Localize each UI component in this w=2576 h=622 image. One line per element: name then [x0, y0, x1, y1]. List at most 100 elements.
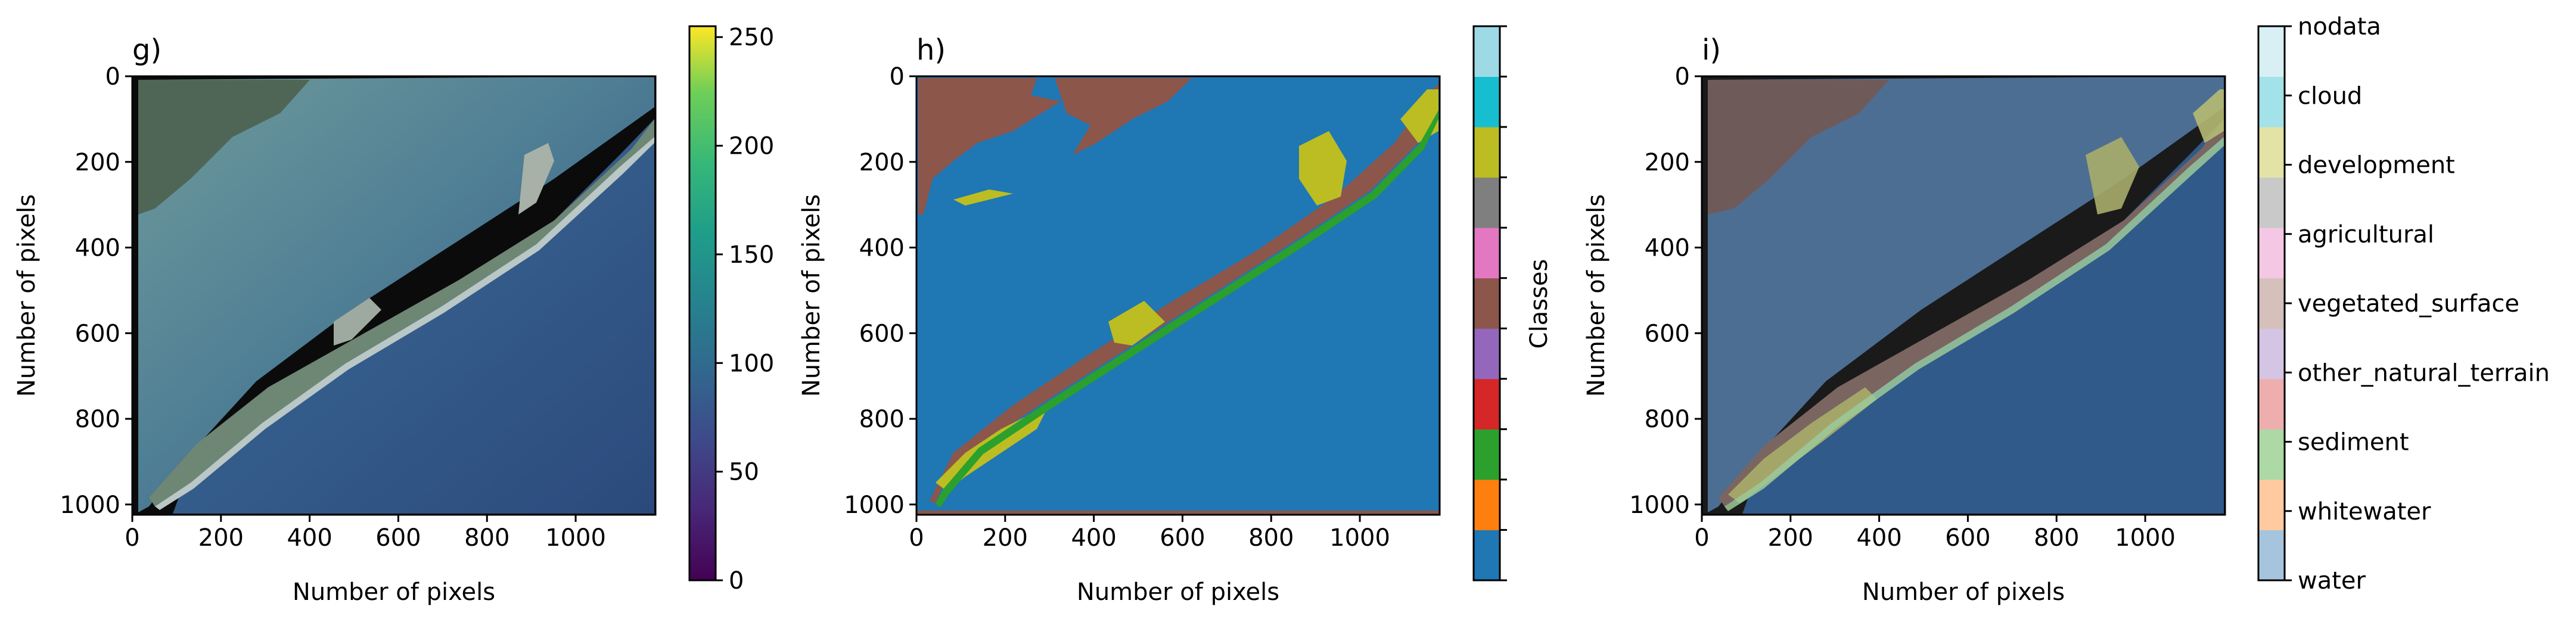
panel-i-xtick-label: 0: [1694, 524, 1709, 552]
panel-g-colorbar-tick-label: 200: [729, 133, 774, 160]
panel-i-ocean: [1742, 119, 2224, 514]
panel-g-ytick-label: 1000: [60, 492, 120, 519]
panel-h-north-land-2: [1055, 78, 1192, 155]
panel-h-frame: [915, 75, 1441, 516]
panel-i-development-3: [2193, 89, 2224, 143]
panel-h-north-land: [918, 78, 1061, 214]
panel-h-colorbar-frame: [1472, 25, 1501, 581]
panel-h-xtick-label: 0: [909, 524, 924, 552]
panel-i-ytick-label: 400: [1645, 235, 1690, 262]
panel-i-ytick-label: 1000: [1629, 492, 1690, 519]
panel-h-colorbar-segment: [1474, 127, 1500, 178]
panel-g-colorbar-tick-label: 100: [729, 350, 774, 377]
panel-i-class-label-whitewater: whitewater: [2298, 498, 2431, 525]
panel-i-colorbar-segment: [2258, 328, 2285, 380]
panel-i-class-label-development: development: [2298, 152, 2455, 179]
panel-h-ytick-label: 0: [890, 63, 905, 91]
panel-h-nodata-edge: [916, 511, 1440, 515]
panel-i-class-label-other_natural_terrain: other_natural_terrain: [2298, 359, 2550, 387]
panel-g-colorbar-tick-label: 250: [729, 24, 774, 51]
panel-h-development-2: [1108, 301, 1165, 346]
panel-i-xtick-label: 400: [1856, 524, 1901, 552]
panel-g-ytick-label: 800: [75, 406, 120, 433]
panel-i-colorbar-segment: [2258, 228, 2285, 279]
panel-i-class-label-sediment: sediment: [2298, 429, 2409, 456]
panel-i-label: i): [1702, 33, 1721, 67]
panel-i-colorbar-segment: [2258, 479, 2285, 530]
panel-g-xtick-label: 200: [198, 524, 244, 552]
panel-h-ylabel: Number of pixels: [798, 194, 825, 397]
panel-h-colorbar-segment: [1474, 177, 1500, 228]
panel-g-ylabel: Number of pixels: [13, 194, 41, 397]
panel-h-ytick-label: 800: [859, 406, 905, 433]
panel-i-colorbar-segment: [2258, 127, 2285, 178]
panel-h-colorbar-segment: [1474, 26, 1500, 77]
panel-h-label: h): [916, 33, 946, 67]
panel-g-xtick-label: 400: [287, 524, 332, 552]
panel-i-colorbar-segment: [2258, 278, 2285, 329]
panel-i-xtick-label: 200: [1768, 524, 1813, 552]
panel-i-ytick-label: 600: [1645, 320, 1690, 347]
panel-i-north-land: [1708, 80, 1889, 214]
panel-h-ytick-label: 600: [859, 320, 905, 347]
panel-h-colorbar-label: Classes: [1525, 259, 1553, 349]
panel-h-colorbar-segment: [1474, 479, 1500, 530]
panel-i-colorbar-segment: [2258, 26, 2285, 77]
panel-i-class-label-cloud: cloud: [2298, 82, 2362, 110]
panel-g-xtick-label: 600: [375, 524, 421, 552]
panel-g-colorbar-ticks: 0 50 100 150 200 250: [716, 24, 774, 595]
panel-i-colorbar-segment: [2258, 530, 2285, 581]
panel-h-development-3: [1299, 131, 1347, 206]
panel-i-colorbar: water whitewater sediment other_natural_ter…: [2257, 13, 2550, 595]
panel-h-xtick-label: 400: [1071, 524, 1116, 552]
panel-h-ytick-label: 200: [859, 149, 905, 176]
panel-i-xtick-label: 600: [1945, 524, 1990, 552]
panel-i-class-label-agricultural: agricultural: [2298, 221, 2434, 248]
panel-h-xtick-label: 600: [1160, 524, 1205, 552]
panel-g-island: [149, 119, 654, 506]
panel-g-label: g): [132, 33, 161, 67]
panel-h-ytick-label: 400: [859, 235, 905, 262]
panel-g-xlabel: Number of pixels: [293, 579, 495, 606]
panel-g-ocean: [173, 119, 654, 514]
panel-i-development: [1728, 387, 1877, 503]
panel-h-xtick-label: 200: [983, 524, 1028, 552]
panel-i-xtick-label: 800: [2034, 524, 2079, 552]
panel-g-colorbar-tick-label: 50: [729, 459, 759, 486]
panel-i-colorbar-segment: [2258, 177, 2285, 228]
panel-g-colorbar-tick-label: 0: [729, 567, 744, 595]
panel-i-frame: [1701, 75, 2226, 516]
panel-i-development-2: [2086, 137, 2139, 214]
panel-g-north-shore: [138, 80, 310, 214]
panel-g-xtick-label: 1000: [545, 524, 606, 552]
panel-h-colorbar: [1472, 25, 1507, 581]
panel-g-ytick-label: 0: [105, 63, 120, 91]
panel-i-ytick-label: 200: [1645, 149, 1690, 176]
panel-g-beach: [155, 137, 654, 510]
panel-g-xtick-label: 0: [125, 524, 139, 552]
panel-i-ytick-label: 800: [1645, 406, 1690, 433]
panel-i-class-label-vegetated_surface: vegetated_surface: [2298, 290, 2519, 318]
panel-i-xlabel: Number of pixels: [1862, 579, 2065, 606]
panel-i-ylabel: Number of pixels: [1583, 194, 1610, 397]
panel-g-colorbar: [688, 25, 717, 581]
panel-h-xtick-label: 800: [1248, 524, 1294, 552]
panel-g-frame: [131, 75, 657, 516]
panel-i-colorbar-segment: [2258, 429, 2285, 480]
panel-h-xtick-label: 1000: [1329, 524, 1390, 552]
panel-g-ytick-label: 200: [75, 149, 120, 176]
panel-g-development-block-2: [334, 298, 381, 346]
panel-i-colorbar-segment: [2258, 378, 2285, 430]
panel-g-development-block: [518, 143, 554, 214]
panel-i-colorbar-segment: [2258, 76, 2285, 127]
panel-i-class-label-water: water: [2298, 567, 2366, 595]
panel-h-colorbar-segment: [1474, 378, 1500, 430]
panel-g-xtick-label: 800: [464, 524, 509, 552]
panel-g-colorbar-tick-label: 150: [729, 241, 774, 269]
